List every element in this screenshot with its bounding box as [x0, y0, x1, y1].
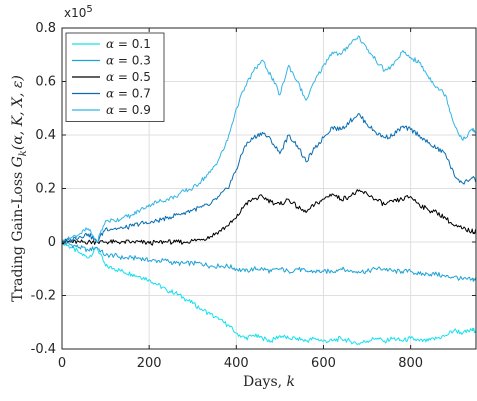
legend-label: α = 0.1: [106, 37, 151, 51]
x-tick-label: 0: [58, 356, 66, 371]
series-line: [62, 240, 476, 282]
x-tick-label: 400: [224, 356, 249, 371]
y-scale-exponent-label: x105: [64, 4, 93, 20]
plot-area: 0 200 400 600 800 -0.4 -0.2 0 0.2 0.4 0.6 0.8 x105 Da…: [10, 4, 477, 390]
y-axis-title: Trading Gain-Loss Gk(α, K, X, ε): [10, 75, 29, 302]
x-axis-title: Days, k: [243, 374, 295, 390]
series-group: [62, 35, 476, 346]
y-tick-label: 0.4: [35, 128, 56, 143]
y-tick-label: -0.4: [31, 342, 56, 357]
legend-label: α = 0.7: [106, 87, 151, 101]
series-line: [62, 189, 476, 246]
series-line: [62, 35, 476, 244]
series-line: [62, 240, 476, 346]
y-tick-label: 0.6: [35, 75, 56, 90]
x-tick-label: 600: [311, 356, 336, 371]
series-line: [62, 113, 476, 243]
y-tick-label: 0: [48, 235, 56, 250]
y-tick-label: 0.2: [35, 182, 56, 197]
x-tick-label: 800: [398, 356, 423, 371]
legend-label: α = 0.5: [106, 70, 151, 84]
x-tick-label: 200: [137, 356, 162, 371]
y-tick-label: 0.8: [35, 21, 56, 36]
y-tick-label: -0.2: [31, 289, 56, 304]
legend-label: α = 0.3: [106, 54, 151, 68]
legend-label: α = 0.9: [106, 103, 151, 117]
